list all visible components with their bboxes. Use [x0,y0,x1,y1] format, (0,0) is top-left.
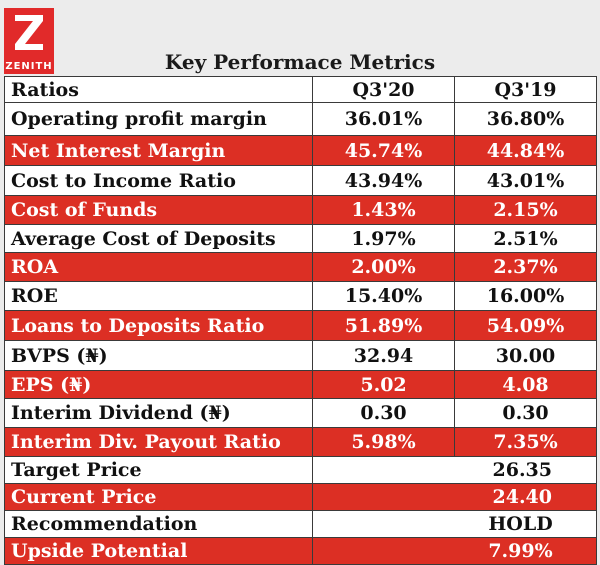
recommendation-row: Recommendation HOLD [4,510,597,538]
metric-value-q3-19: 43.01% [454,165,597,196]
metric-value-q3-20: 43.94% [312,165,455,196]
target-price-label: Target Price [4,456,313,484]
table-row: ROE 15.40% 16.00% [4,281,597,311]
table-row: Operating profit margin 36.01% 36.80% [4,102,597,136]
metric-value-q3-20: 5.02 [312,370,455,399]
metric-value-q3-19: 0.30 [454,398,597,428]
metric-value-q3-19: 4.08 [454,370,597,399]
zenith-z-icon [15,15,43,50]
metric-value-q3-20: 51.89% [312,310,455,341]
metric-label: EPS (₦) [4,370,313,399]
metric-label: ROA [4,252,313,282]
recommendation-value: HOLD [312,510,597,538]
upside-potential-label: Upside Potential [4,537,313,565]
table-row: Cost of Funds 1.43% 2.15% [4,195,597,225]
metric-value-q3-20: 32.94 [312,340,455,371]
table-row: Interim Div. Payout Ratio 5.98% 7.35% [4,427,597,457]
table-row: Average Cost of Deposits 1.97% 2.51% [4,224,597,253]
metric-value-q3-20: 45.74% [312,135,455,166]
metric-value-q3-19: 16.00% [454,281,597,311]
metric-label: Operating profit margin [4,102,313,136]
metric-label: Average Cost of Deposits [4,224,313,253]
metric-value-q3-19: 44.84% [454,135,597,166]
current-price-row: Current Price 24.40 [4,483,597,511]
header-q3-19: Q3'19 [454,76,597,103]
current-price-value: 24.40 [312,483,597,511]
table-row: Interim Dividend (₦) 0.30 0.30 [4,398,597,428]
table-row: BVPS (₦) 32.94 30.00 [4,340,597,371]
metric-value-q3-20: 5.98% [312,427,455,457]
page-title: Key Performace Metrics [164,50,436,74]
metric-label: Loans to Deposits Ratio [4,310,313,341]
metric-label: Cost to Income Ratio [4,165,313,196]
metric-value-q3-20: 1.43% [312,195,455,225]
metric-label: BVPS (₦) [4,340,313,371]
metric-value-q3-19: 36.80% [454,102,597,136]
table-row: Net Interest Margin 45.74% 44.84% [4,135,597,166]
metric-value-q3-19: 30.00 [454,340,597,371]
table-row: EPS (₦) 5.02 4.08 [4,370,597,399]
metric-label: Interim Div. Payout Ratio [4,427,313,457]
metric-value-q3-20: 36.01% [312,102,455,136]
metric-value-q3-19: 54.09% [454,310,597,341]
table-header-row: Ratios Q3'20 Q3'19 [4,76,597,103]
metric-value-q3-19: 2.15% [454,195,597,225]
metric-value-q3-19: 2.37% [454,252,597,282]
logo-wordmark: ZENITH [5,61,53,72]
metric-label: Net Interest Margin [4,135,313,166]
metric-label: ROE [4,281,313,311]
metric-value-q3-20: 1.97% [312,224,455,253]
table-row: ROA 2.00% 2.37% [4,252,597,282]
table-row: Cost to Income Ratio 43.94% 43.01% [4,165,597,196]
metric-value-q3-20: 15.40% [312,281,455,311]
recommendation-label: Recommendation [4,510,313,538]
metric-label: Interim Dividend (₦) [4,398,313,428]
metric-value-q3-20: 2.00% [312,252,455,282]
metric-value-q3-19: 2.51% [454,224,597,253]
upside-potential-value: 7.99% [312,537,597,565]
metrics-table: Ratios Q3'20 Q3'19 Operating profit marg… [4,76,597,565]
header-ratios: Ratios [4,76,313,103]
metric-value-q3-19: 7.35% [454,427,597,457]
target-price-value: 26.35 [312,456,597,484]
header-q3-20: Q3'20 [312,76,455,103]
target-price-row: Target Price 26.35 [4,456,597,484]
metric-value-q3-20: 0.30 [312,398,455,428]
metric-label: Cost of Funds [4,195,313,225]
current-price-label: Current Price [4,483,313,511]
zenith-logo: ZENITH [4,8,54,74]
upside-potential-row: Upside Potential 7.99% [4,537,597,565]
table-row: Loans to Deposits Ratio 51.89% 54.09% [4,310,597,341]
